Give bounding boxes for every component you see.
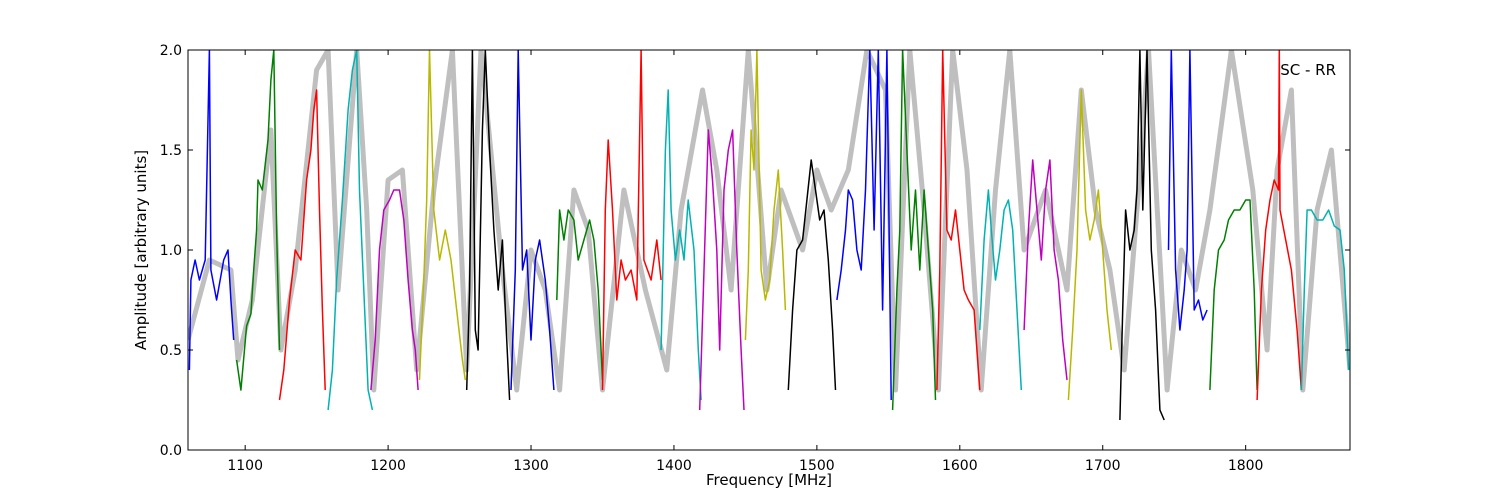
x-tick-label: 1300 <box>513 458 549 474</box>
y-axis: 0.0 0.5 1.0 1.5 2.0 <box>160 43 1350 459</box>
x-tick-label: 1200 <box>370 458 406 474</box>
series-line-4 <box>327 50 374 411</box>
series-line-1 <box>188 50 235 371</box>
series-line-11 <box>660 89 702 401</box>
series-line-9 <box>556 209 604 381</box>
plot-area <box>188 50 1350 421</box>
series-line-24 <box>1256 50 1303 401</box>
series-line-7 <box>465 50 511 401</box>
x-tick-label: 1700 <box>1085 458 1121 474</box>
chart-annotation: SC - RR <box>1280 61 1336 79</box>
x-axis: 1100 1200 1300 1400 1500 1600 1700 1800 <box>227 50 1263 474</box>
series-line-19 <box>1023 159 1068 381</box>
series-line-20 <box>1067 89 1113 401</box>
y-tick-label: 1.5 <box>160 143 182 159</box>
series-line-10 <box>601 50 662 391</box>
x-tick-label: 1800 <box>1228 458 1264 474</box>
y-tick-label: 0.5 <box>160 343 182 359</box>
x-tick-label: 1600 <box>942 458 978 474</box>
series-line-15 <box>836 50 892 401</box>
series-line-12 <box>698 129 745 411</box>
y-tick-label: 1.0 <box>160 243 182 259</box>
series-line-13 <box>744 50 787 341</box>
y-axis-label: Amplitude [arbitrary units] <box>132 150 150 350</box>
series-line-6 <box>418 50 467 381</box>
series-line-21 <box>1119 50 1165 421</box>
series-line-18 <box>979 189 1023 391</box>
series-line-2 <box>235 50 281 391</box>
series-line-8 <box>510 50 555 391</box>
y-tick-label: 2.0 <box>160 43 182 59</box>
y-tick-label: 0.0 <box>160 443 182 459</box>
series-line-22 <box>1167 50 1208 331</box>
x-tick-label: 1100 <box>227 458 263 474</box>
background-spectrum <box>188 50 1350 393</box>
x-axis-label: Frequency [MHz] <box>706 471 832 489</box>
series-line-25 <box>1300 209 1350 391</box>
series-line-23 <box>1209 199 1258 391</box>
x-tick-label: 1400 <box>656 458 692 474</box>
series-line-17 <box>936 50 981 391</box>
series-line-16 <box>891 50 937 411</box>
series-line-14 <box>787 159 837 391</box>
series-line-3 <box>278 89 326 401</box>
series-group <box>188 50 1350 421</box>
series-line-5 <box>370 189 419 391</box>
x-tick-label: 1500 <box>799 458 835 474</box>
